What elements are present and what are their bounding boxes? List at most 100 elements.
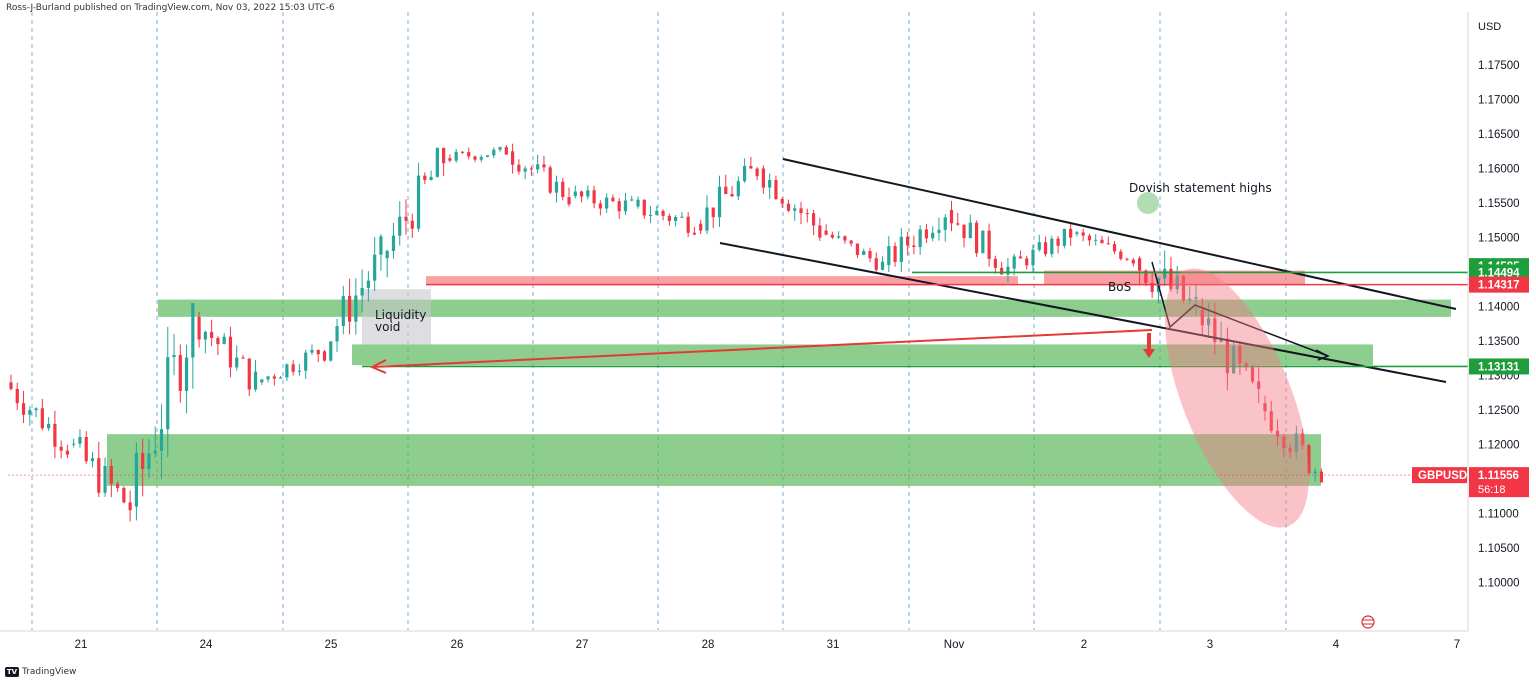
candle [993, 255, 997, 274]
candle-body [617, 201, 621, 212]
candle-body [1307, 445, 1311, 474]
candle [617, 198, 621, 219]
candle [90, 451, 95, 468]
candle [793, 204, 797, 221]
candle [749, 156, 753, 169]
y-tick-label: 1.12500 [1478, 405, 1520, 417]
candle [366, 271, 370, 302]
candle-body [1100, 239, 1104, 244]
candle-body [780, 199, 784, 204]
current-price-value: 1.11556 [1478, 470, 1519, 482]
symbol-tag-bg [1412, 467, 1467, 484]
candle-body [912, 245, 916, 248]
candle [529, 166, 534, 176]
candle [799, 201, 803, 225]
candle-body [931, 232, 935, 239]
candle [134, 442, 138, 521]
candle-body [868, 250, 872, 259]
candle-body [1275, 430, 1280, 437]
tradingview-logo-icon: TV [5, 667, 19, 677]
candle-body [253, 371, 258, 390]
candle-body [636, 199, 640, 207]
candle-body [761, 168, 765, 188]
candle-body [1244, 363, 1248, 368]
candle-body [598, 203, 602, 209]
candle-body [429, 176, 433, 181]
candle [761, 165, 765, 194]
price-tag-label: 1.14317 [1478, 280, 1520, 292]
candle-body [605, 197, 609, 209]
candle [667, 213, 671, 226]
candle-body [479, 157, 483, 160]
candle [974, 220, 979, 257]
dovish-high-marker [1137, 192, 1159, 214]
price-tag: 1.14317 [1469, 276, 1529, 293]
candle-body [1313, 471, 1317, 474]
candle-body [1250, 367, 1255, 382]
candle [906, 232, 910, 256]
candle [1100, 235, 1104, 244]
candle [611, 194, 615, 202]
candle-body [97, 458, 101, 493]
candle [843, 235, 847, 244]
candle-body [335, 326, 339, 342]
candle [304, 349, 308, 379]
candle-body [1213, 318, 1217, 343]
candle [1238, 341, 1242, 376]
candle-body [1062, 228, 1066, 246]
candle [567, 187, 571, 207]
candle-body [536, 164, 540, 170]
candle-body [354, 295, 358, 322]
candle [410, 213, 414, 238]
candle-body [366, 280, 370, 289]
candle [1275, 419, 1280, 447]
candle-body [391, 235, 396, 251]
candle [97, 441, 101, 498]
highlight-ellipse [1165, 268, 1309, 528]
candle-body [993, 258, 997, 268]
countdown-label: 56:18 [1478, 484, 1506, 496]
candle [15, 382, 19, 411]
footer-brand[interactable]: TV TradingView [5, 667, 76, 677]
candle [968, 214, 972, 239]
y-tick-label: 1.16500 [1478, 129, 1520, 141]
candle-body [460, 151, 465, 153]
candle-body [554, 181, 559, 193]
candle [373, 237, 377, 292]
candle-body [1263, 403, 1267, 412]
candle [981, 230, 985, 254]
candle [115, 481, 120, 492]
y-tick-label: 1.13500 [1478, 336, 1520, 348]
candle-body [774, 179, 778, 200]
candle-body [742, 165, 747, 182]
candle-body [21, 403, 26, 415]
us-flag-icon [1361, 615, 1375, 629]
y-tick-label: 1.10000 [1478, 578, 1520, 590]
candle-body [1075, 232, 1079, 235]
candle [655, 205, 659, 216]
candle [674, 215, 678, 227]
candle-body [711, 207, 715, 218]
candle-body [247, 358, 251, 390]
price-tag-bg [1469, 358, 1529, 375]
candle [197, 311, 201, 348]
candle-body [210, 331, 214, 338]
candle [868, 247, 872, 263]
candle-body [109, 465, 113, 484]
candle [899, 228, 903, 272]
candle [1313, 467, 1317, 482]
candle [467, 147, 471, 160]
candle-body [159, 429, 164, 451]
candle-body [887, 246, 891, 266]
candle [1163, 250, 1167, 287]
candle [536, 154, 540, 174]
candle [623, 192, 628, 216]
candle [774, 175, 778, 201]
candle [880, 256, 885, 271]
grid-layer [31, 12, 1287, 630]
down-arrow-head [1143, 349, 1155, 358]
candle [912, 235, 916, 255]
candle [830, 231, 834, 240]
candle [448, 154, 452, 163]
